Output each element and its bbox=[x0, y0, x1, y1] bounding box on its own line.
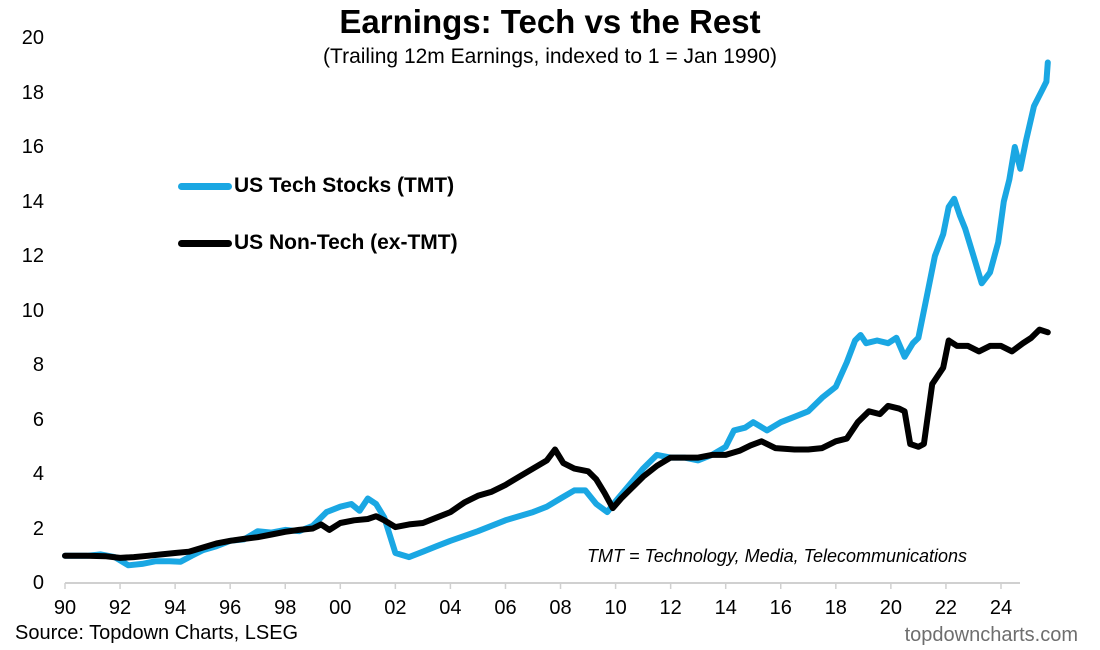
legend-label-tech: US Tech Stocks (TMT) bbox=[234, 174, 455, 197]
y-tick-label: 12 bbox=[21, 245, 44, 267]
legend-label-nontech: US Non-Tech (ex-TMT) bbox=[234, 231, 458, 254]
x-tick-label: 98 bbox=[274, 597, 297, 619]
y-tick-label: 0 bbox=[32, 572, 44, 594]
series-line-nontech bbox=[62, 326, 1051, 561]
y-tick-label: 8 bbox=[32, 354, 44, 376]
x-tick-label: 00 bbox=[329, 597, 352, 619]
y-tick-label: 6 bbox=[32, 408, 44, 431]
x-tick-label: 18 bbox=[824, 597, 847, 619]
x-tick-label: 22 bbox=[934, 597, 958, 619]
y-tick-label: 18 bbox=[21, 81, 44, 104]
tmt-annotation: TMT = Technology, Media, Telecommunicati… bbox=[587, 546, 968, 566]
y-tick-label: 4 bbox=[32, 463, 44, 485]
x-tick-label: 06 bbox=[494, 597, 517, 619]
x-tick-label: 16 bbox=[769, 597, 792, 619]
legend-swatch-nontech bbox=[178, 239, 232, 247]
x-tick-label: 92 bbox=[108, 597, 132, 619]
y-tick-label: 10 bbox=[21, 299, 44, 322]
legend-swatch-tech bbox=[178, 182, 232, 190]
x-tick-label: 02 bbox=[384, 597, 407, 619]
y-tick-label: 20 bbox=[21, 27, 44, 49]
legend-item-nontech: US Non-Tech (ex-TMT) bbox=[178, 228, 458, 258]
x-tick-label: 90 bbox=[53, 597, 77, 619]
x-tick-label: 12 bbox=[659, 597, 682, 619]
y-tick-label: 14 bbox=[21, 190, 44, 213]
series-line-tech bbox=[62, 59, 1051, 569]
chart-subtitle: (Trailing 12m Earnings, indexed to 1 = J… bbox=[323, 45, 777, 68]
chart-title: Earnings: Tech vs the Rest bbox=[339, 3, 761, 40]
x-tick-label: 94 bbox=[163, 597, 187, 619]
x-tick-label: 20 bbox=[879, 597, 902, 619]
legend-item-tech: US Tech Stocks (TMT) bbox=[178, 171, 454, 201]
source-note: Source: Topdown Charts, LSEG bbox=[15, 622, 299, 644]
x-tick-label: 04 bbox=[439, 597, 462, 619]
x-tick-label: 10 bbox=[604, 597, 627, 619]
brand-watermark: topdowncharts.com bbox=[904, 624, 1078, 646]
x-tick-label: 14 bbox=[714, 597, 737, 619]
x-tick-label: 96 bbox=[219, 597, 242, 619]
y-tick-label: 2 bbox=[32, 517, 44, 540]
x-tick-label: 08 bbox=[549, 597, 572, 619]
y-tick-label: 16 bbox=[21, 136, 44, 158]
x-tick-label: 24 bbox=[989, 597, 1013, 619]
